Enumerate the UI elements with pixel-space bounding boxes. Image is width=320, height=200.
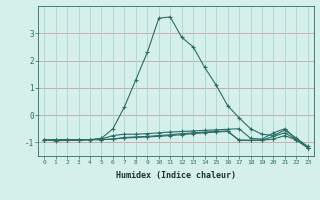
X-axis label: Humidex (Indice chaleur): Humidex (Indice chaleur) xyxy=(116,171,236,180)
